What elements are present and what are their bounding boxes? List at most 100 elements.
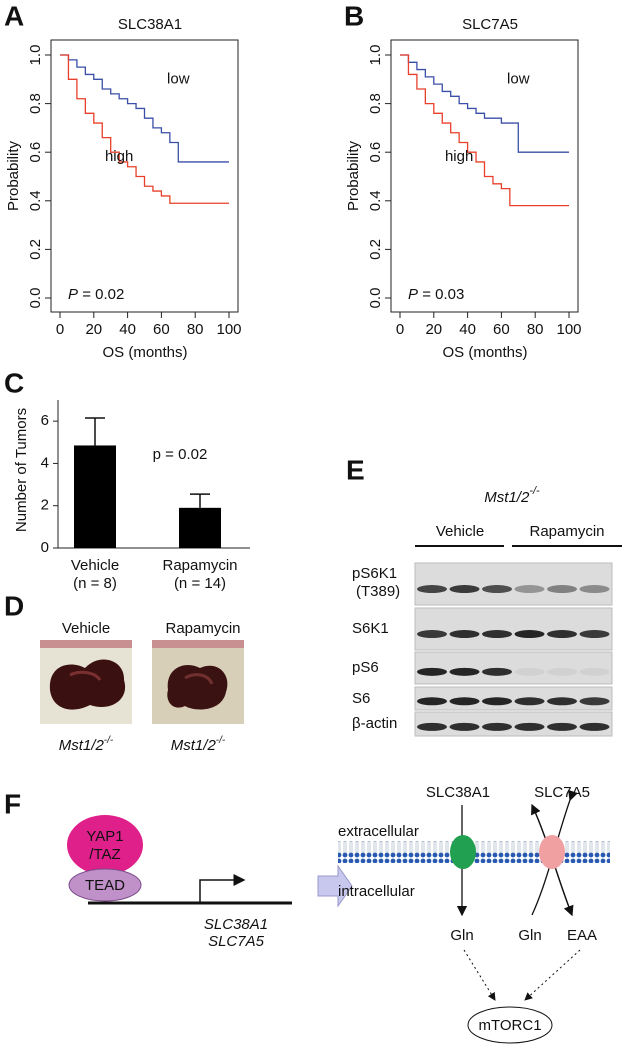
blot-band bbox=[579, 697, 610, 706]
blot-band bbox=[417, 697, 447, 706]
y-tick-label: 4 bbox=[41, 454, 49, 471]
x-tick-label: 100 bbox=[216, 321, 241, 338]
yap-label: YAP1 bbox=[86, 828, 123, 845]
blot-band bbox=[547, 697, 577, 706]
mtorc1-label: mTORC1 bbox=[478, 1017, 541, 1034]
y-tick-label: 1.0 bbox=[27, 45, 44, 66]
x-tick-label: 80 bbox=[527, 321, 544, 338]
y-tick-label: 6 bbox=[41, 412, 49, 429]
tead bbox=[68, 868, 142, 902]
p-value: p = 0.02 bbox=[153, 446, 208, 463]
blot-band bbox=[482, 585, 512, 594]
y-tick-label: 0.4 bbox=[27, 190, 44, 211]
y-axis-label: Probability bbox=[5, 140, 22, 211]
row-label: S6 bbox=[352, 690, 370, 707]
blot-band bbox=[482, 697, 512, 706]
plot-box bbox=[50, 39, 239, 313]
blot-row bbox=[414, 686, 613, 711]
row-note: (T389) bbox=[356, 583, 400, 600]
x-tick-note: (n = 8) bbox=[73, 575, 117, 592]
blot-band bbox=[417, 722, 447, 731]
x-tick-label: 100 bbox=[556, 321, 581, 338]
blot-band bbox=[579, 630, 610, 639]
product: Gln bbox=[518, 927, 541, 944]
chart-title: SLC38A1 bbox=[118, 16, 182, 33]
blot-band bbox=[579, 585, 610, 594]
y-tick-label: 0.0 bbox=[367, 288, 384, 309]
p-value: P = 0.03 bbox=[408, 286, 464, 303]
row-label: pS6 bbox=[352, 659, 379, 676]
y-tick-label: 0.4 bbox=[367, 190, 384, 211]
series-label: high bbox=[105, 148, 133, 165]
panel-letter: F bbox=[4, 788, 21, 819]
product: Gln bbox=[450, 927, 473, 944]
x-tick-label: 60 bbox=[153, 321, 170, 338]
series-label: low bbox=[167, 70, 190, 87]
blot-band bbox=[514, 697, 545, 706]
blot-band bbox=[449, 722, 480, 731]
blots bbox=[414, 562, 613, 737]
blot-band bbox=[449, 697, 480, 706]
blot-band bbox=[514, 722, 545, 731]
yap-label: /TAZ bbox=[89, 846, 120, 863]
p-text: = 0.02 bbox=[82, 286, 124, 303]
blot-band bbox=[482, 722, 512, 731]
bar bbox=[74, 445, 116, 548]
block-arrow bbox=[317, 864, 353, 908]
transporter bbox=[450, 835, 476, 869]
p-text: = 0.03 bbox=[422, 286, 464, 303]
y-tick-label: 1.0 bbox=[367, 45, 384, 66]
panel-letter: D bbox=[4, 590, 24, 621]
y-tick-label: 0.6 bbox=[27, 142, 44, 163]
yap-taz bbox=[67, 815, 143, 875]
membrane-label: extracellular bbox=[338, 823, 419, 840]
x-tick-label: Vehicle bbox=[71, 557, 119, 574]
image-title: Vehicle bbox=[62, 620, 110, 637]
y-tick-label: 2 bbox=[41, 497, 49, 514]
x-axis-label: OS (months) bbox=[442, 344, 527, 361]
x-axis-label: OS (months) bbox=[102, 344, 187, 361]
x-tick-label: 0 bbox=[56, 321, 64, 338]
survival-curve bbox=[400, 54, 569, 153]
p-symbol: P bbox=[68, 286, 78, 303]
genotype-caption: Mst1/2-/- bbox=[171, 735, 226, 754]
gene-label: SLC38A1 bbox=[204, 916, 268, 933]
mtorc1 bbox=[467, 1006, 553, 1044]
row-label: pS6K1 bbox=[352, 565, 397, 582]
product: EAA bbox=[567, 927, 597, 944]
x-tick-label: 80 bbox=[187, 321, 204, 338]
genotype: Mst1/2-/- bbox=[484, 485, 540, 506]
y-axis-label: Probability bbox=[345, 140, 362, 211]
plot-box bbox=[390, 39, 579, 313]
y-tick-label: 0.8 bbox=[367, 93, 384, 114]
survival-curve bbox=[400, 54, 569, 207]
blot-band bbox=[417, 630, 447, 639]
y-tick-label: 0.6 bbox=[367, 142, 384, 163]
blot-band bbox=[547, 630, 577, 639]
blot-band bbox=[514, 667, 545, 676]
blot-band bbox=[579, 667, 610, 676]
series-label: high bbox=[445, 148, 473, 165]
blot-band bbox=[417, 585, 447, 594]
x-tick-label: 40 bbox=[459, 321, 476, 338]
blot-band bbox=[449, 667, 480, 676]
liver-image bbox=[40, 640, 132, 724]
superscript: -/- bbox=[529, 485, 540, 497]
y-tick-label: 0.8 bbox=[27, 93, 44, 114]
panel-letter: C bbox=[4, 367, 24, 398]
blot-band bbox=[449, 630, 480, 639]
x-tick-label: 20 bbox=[85, 321, 102, 338]
row-label: S6K1 bbox=[352, 620, 389, 637]
transporter-label: SLC7A5 bbox=[534, 784, 590, 801]
chart-title: SLC7A5 bbox=[462, 16, 518, 33]
image-title: Rapamycin bbox=[165, 620, 240, 637]
gene: Mst1/2 bbox=[171, 737, 217, 754]
blot-band bbox=[579, 722, 610, 731]
blot-band bbox=[482, 667, 512, 676]
blot-band bbox=[547, 585, 577, 594]
group-label: Vehicle bbox=[436, 523, 484, 540]
blot-row bbox=[414, 562, 613, 606]
y-tick-label: 0.2 bbox=[367, 239, 384, 260]
blot-row bbox=[414, 651, 613, 685]
genotype-caption: Mst1/2-/- bbox=[59, 735, 114, 754]
